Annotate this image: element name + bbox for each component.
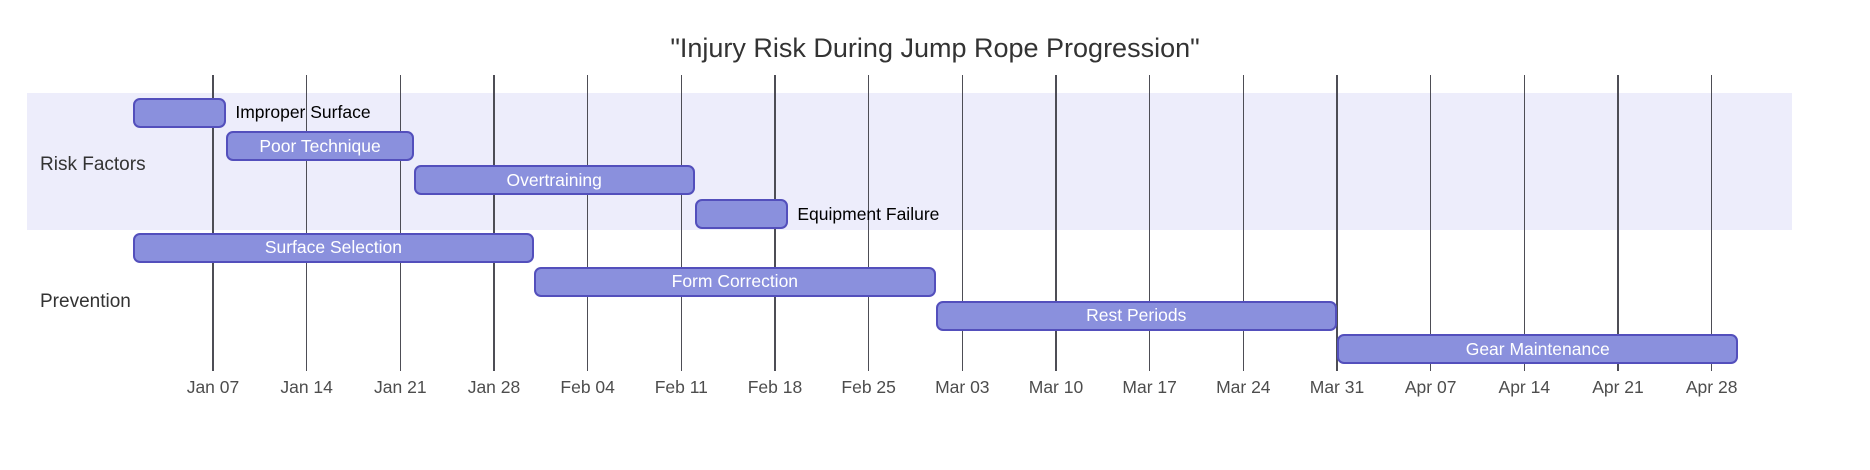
task-label: Equipment Failure (797, 203, 940, 224)
task-label: Surface Selection (264, 237, 402, 258)
axis-tick-label: Feb 25 (841, 377, 896, 397)
axis-tick-label: Jan 07 (186, 377, 240, 397)
axis-tick-label: Jan 14 (280, 377, 333, 397)
section-label: Risk Factors (40, 153, 146, 175)
task-label: Poor Technique (259, 135, 381, 156)
axis-tick-label: Apr 07 (1404, 377, 1457, 397)
grid-line (493, 75, 495, 371)
grid-line (1523, 75, 1526, 371)
grid-line (212, 75, 214, 371)
task-bar (694, 199, 789, 230)
axis-tick-label: Apr 14 (1498, 377, 1551, 397)
axis-tick-label: Feb 11 (654, 377, 708, 397)
grid-line (305, 75, 308, 371)
grid-line (1617, 75, 1619, 371)
task-bar: Rest Periods (935, 300, 1337, 331)
grid-line (680, 75, 683, 371)
axis-tick-label: Mar 03 (935, 377, 990, 397)
task-label: Rest Periods (1086, 305, 1187, 326)
grid-line (961, 75, 964, 371)
task-label: Form Correction (671, 271, 799, 292)
grid-line (1710, 75, 1713, 371)
task-label: Overtraining (506, 169, 602, 190)
task-label: Gear Maintenance (1465, 338, 1610, 359)
task-bar: Surface Selection (132, 232, 535, 263)
axis-tick-label: Jan 21 (374, 377, 427, 397)
task-bar: Form Correction (534, 266, 936, 297)
section-label: Prevention (40, 290, 131, 312)
section-band (27, 93, 1792, 230)
task-label: Improper Surface (235, 102, 371, 122)
grid-line (1055, 75, 1057, 371)
axis-tick-label: Apr 21 (1592, 377, 1644, 397)
grid-line (1242, 75, 1245, 371)
grid-line (1429, 75, 1432, 371)
grid-line (399, 75, 402, 371)
axis-tick-label: Feb 18 (747, 377, 803, 397)
axis-tick-label: Mar 10 (1028, 377, 1084, 397)
axis-tick-label: Mar 17 (1122, 377, 1177, 397)
axis-tick-label: Mar 24 (1216, 377, 1271, 397)
grid-line (1336, 75, 1338, 371)
grid-line (1148, 75, 1151, 371)
chart-title: "Injury Risk During Jump Rope Progressio… (670, 33, 1200, 63)
axis-tick-label: Apr 28 (1685, 377, 1738, 397)
axis-tick-label: Feb 04 (560, 377, 615, 397)
task-bar (132, 97, 227, 128)
task-bar: Overtraining (413, 165, 695, 196)
task-bar: Gear Maintenance (1336, 334, 1739, 365)
grid-line (586, 75, 589, 371)
grid-line (867, 75, 870, 371)
task-bar: Poor Technique (226, 131, 414, 162)
axis-tick-label: Mar 31 (1309, 377, 1365, 397)
axis-tick-label: Jan 28 (467, 377, 521, 397)
